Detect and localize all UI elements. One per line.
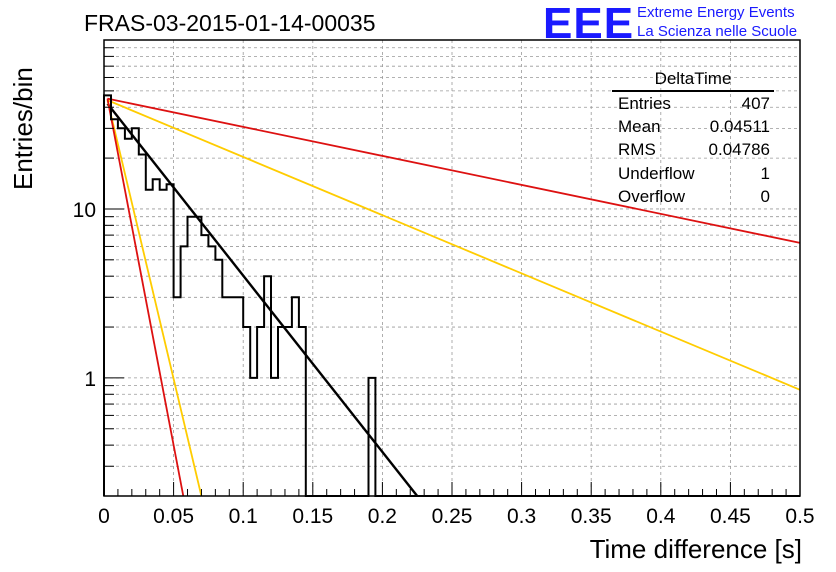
stats-label: RMS — [618, 140, 656, 160]
stats-row-overflow: Overflow 0 — [612, 185, 774, 208]
stats-label: Entries — [618, 94, 671, 113]
x-tick-label: 0.05 — [153, 505, 194, 528]
stats-title: DeltaTime — [612, 68, 774, 92]
stats-label: Underflow — [618, 163, 695, 183]
fit-line — [106, 102, 419, 497]
x-tick-label: 0.45 — [710, 505, 751, 528]
x-tick-label: 0.25 — [432, 505, 473, 528]
stats-box: DeltaTime Entries 407 Mean 0.04511 RMS 0… — [612, 68, 774, 208]
x-tick-label: 0.35 — [571, 505, 612, 528]
fit-line — [107, 97, 801, 244]
x-tick-label: 0.4 — [646, 505, 676, 528]
fit-line — [106, 98, 185, 497]
eee-logo: EEE — [543, 0, 635, 48]
stats-label: Mean — [618, 117, 661, 137]
x-tick-label: 0.1 — [229, 505, 258, 528]
x-axis-label: Time difference [s] — [589, 534, 802, 564]
x-tick-label: 0.2 — [368, 505, 397, 528]
logo-caption: Extreme Energy Events La Scienza nelle S… — [637, 3, 797, 41]
logo-line-1: Extreme Energy Events — [637, 4, 795, 21]
x-tick-label: 0.5 — [785, 505, 814, 528]
y-tick-label: 1 — [84, 368, 96, 391]
stats-row-mean: Mean 0.04511 — [612, 115, 774, 138]
stats-row-rms: RMS 0.04786 — [612, 138, 774, 161]
stats-row-underflow: Underflow 1 — [612, 162, 774, 185]
fit-line — [106, 99, 203, 497]
stats-value: 0.04786 — [708, 140, 770, 160]
fit-line — [107, 99, 801, 391]
x-tick-label: 0.15 — [292, 505, 333, 528]
x-tick-label: 0 — [98, 505, 110, 528]
stats-label: Overflow — [618, 186, 686, 206]
y-tick-label: 10 — [73, 199, 96, 222]
y-axis-label: Entries/bin — [8, 67, 38, 190]
stats-value: 0.04511 — [709, 117, 770, 137]
stats-value: 407 — [741, 94, 770, 113]
stats-row-entries: Entries 407 — [612, 92, 774, 115]
chart-title: FRAS-03-2015-01-14-00035 — [84, 10, 376, 36]
stats-value: 0 — [760, 186, 770, 206]
stats-value: 1 — [760, 163, 770, 183]
logo-line-2: La Scienza nelle Scuole — [637, 23, 798, 40]
fit-curves — [106, 97, 801, 497]
x-tick-label: 0.3 — [507, 505, 536, 528]
